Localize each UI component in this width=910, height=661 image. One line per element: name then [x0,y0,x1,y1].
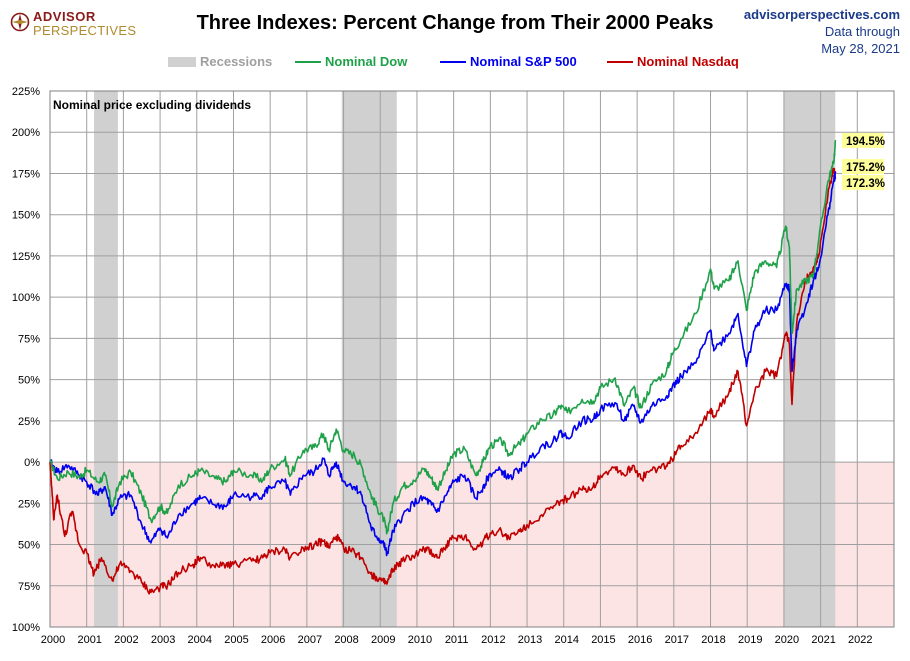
y-tick-label: 150% [12,210,40,222]
x-tick-label: 2003 [151,634,175,646]
y-tick-label: 75% [18,333,40,345]
series-line-sp500 [49,171,837,557]
plot-border [49,90,895,628]
x-tick-label: 2021 [811,634,835,646]
recession-band [94,91,118,627]
source-block: advisorperspectives.com Data through May… [744,6,900,57]
end-label-bg-sp500 [842,159,884,174]
end-label-dow: 194.5% [846,136,885,148]
x-tick-label: 2010 [408,634,432,646]
y-tick-label: 100% [12,622,40,634]
series-line-nasdaq [49,167,837,595]
source-site: advisorperspectives.com [743,7,900,22]
end-label-bg-nasdaq [842,175,884,190]
chart-title: Three Indexes: Percent Change from Their… [196,12,714,34]
x-tick-label: 2012 [481,634,505,646]
logo-text-line1: ADVISOR [33,9,96,24]
y-tick-label: 50% [18,375,40,387]
annotation-text: Nominal price excluding dividends [53,98,251,112]
x-tick-label: 2015 [591,634,615,646]
y-tick-label: 50% [18,540,40,552]
x-tick-label: 2022 [848,634,872,646]
legend-item-recessions: Recessions [168,54,272,69]
y-tick-label: 225% [12,86,40,98]
x-tick-label: 2002 [114,634,138,646]
y-tick-label: 75% [18,581,40,593]
end-label-bg-dow [842,133,884,148]
legend-label-nasdaq: Nominal Nasdaq [637,54,739,69]
y-tick-label: 175% [12,168,40,180]
x-tick-label: 2020 [775,634,799,646]
data-through-label: Data through [824,24,900,39]
data-through-date: May 28, 2021 [821,41,900,56]
x-tick-label: 2008 [334,634,358,646]
y-tick-label: 200% [12,127,40,139]
compass-icon [10,12,30,32]
x-tick-label: 2000 [41,634,65,646]
y-tick-label: 100% [12,292,40,304]
legend-item-dow: Nominal Dow [295,54,407,69]
x-tick-label: 2009 [371,634,395,646]
logo-text-line2: PERSPECTIVES [33,23,137,38]
x-tick-label: 2005 [224,634,248,646]
advisor-perspectives-logo: ADVISOR PERSPECTIVES [10,8,137,40]
y-tick-label: 25% [18,498,40,510]
end-label-nasdaq: 172.3% [846,178,885,190]
x-tick-label: 2006 [261,634,285,646]
x-tick-label: 2007 [298,634,322,646]
legend-swatch-nasdaq [607,60,633,63]
legend-label-dow: Nominal Dow [325,54,408,69]
end-label-sp500: 175.2% [846,162,885,174]
y-tick-label: 25% [18,416,40,428]
legend-swatch-dow [295,60,321,63]
y-tick-label: 125% [12,251,40,263]
x-tick-label: 2013 [518,634,542,646]
legend-swatch-sp500 [440,60,466,63]
legend-item-nasdaq: Nominal Nasdaq [607,54,739,69]
x-tick-label: 2001 [77,634,101,646]
legend-item-sp500: Nominal S&P 500 [440,54,577,69]
recession-band [341,91,397,627]
legend-swatch-recessions [168,56,196,67]
legend-label-sp500: Nominal S&P 500 [470,54,577,69]
x-tick-label: 2004 [188,634,212,646]
x-tick-label: 2018 [701,634,725,646]
y-tick-label: 0% [24,457,40,469]
x-tick-label: 2016 [628,634,652,646]
x-tick-label: 2017 [665,634,689,646]
x-tick-label: 2014 [554,634,578,646]
x-tick-label: 2011 [445,634,469,646]
legend: Recessions Nominal Dow Nominal S&P 500 N… [0,54,910,72]
x-tick-label: 2019 [738,634,762,646]
legend-label-recessions: Recessions [200,54,273,69]
series-line-dow [49,140,837,535]
